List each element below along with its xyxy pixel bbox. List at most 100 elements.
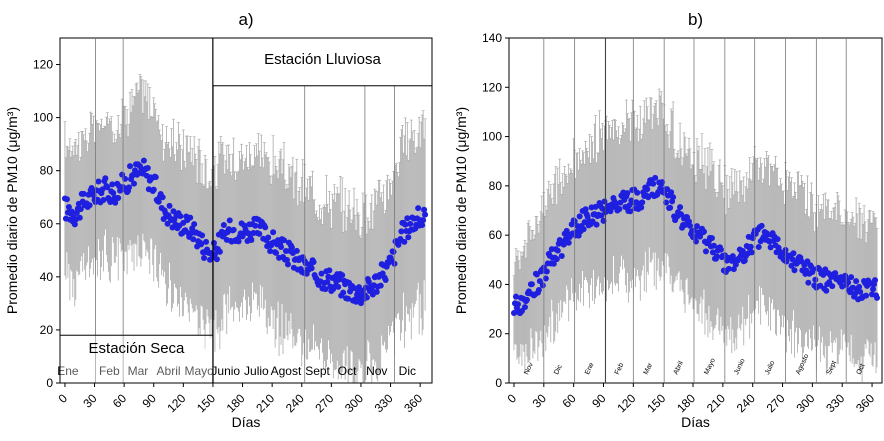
data-point	[245, 230, 252, 237]
x-tick-label: 150	[644, 391, 668, 415]
data-point	[634, 189, 641, 196]
data-point	[322, 286, 329, 293]
y-axis-label: Promedio diario de PM10 (μg/m³)	[4, 107, 20, 314]
x-tick-label: 120	[164, 391, 188, 415]
data-point	[565, 239, 572, 246]
month-label: Dic	[553, 363, 564, 376]
month-label: Feb	[99, 364, 120, 378]
data-point	[741, 257, 748, 264]
y-tick-label: 0	[495, 376, 502, 390]
data-point	[284, 261, 291, 268]
month-label: Oct	[338, 364, 357, 378]
data-point	[86, 202, 93, 209]
data-point	[191, 221, 198, 228]
month-label: Julio	[764, 360, 776, 376]
data-point	[598, 212, 605, 219]
month-label: Agost	[271, 364, 302, 378]
data-point	[336, 276, 343, 283]
data-point	[528, 281, 535, 288]
data-point	[717, 246, 724, 253]
data-point	[210, 240, 217, 247]
data-point	[582, 206, 589, 213]
x-tick-label: 240	[283, 391, 307, 415]
data-point	[533, 271, 540, 278]
wet-season-box	[212, 37, 433, 87]
data-point	[256, 230, 263, 237]
data-point	[308, 265, 315, 272]
data-point	[76, 214, 83, 221]
data-point	[702, 248, 709, 255]
data-point	[109, 181, 116, 188]
data-point	[659, 179, 666, 186]
y-tick-label: 140	[482, 31, 502, 45]
data-point	[616, 206, 623, 213]
data-point	[767, 244, 774, 251]
data-point	[190, 236, 197, 243]
data-point	[845, 279, 852, 286]
data-point	[112, 199, 119, 206]
x-tick-label: 0	[55, 391, 70, 406]
data-point	[159, 194, 166, 201]
data-point	[150, 186, 157, 193]
data-point	[401, 238, 408, 245]
data-point	[187, 214, 194, 221]
y-tick-label: 20	[489, 327, 503, 341]
data-point	[535, 287, 542, 294]
data-point	[514, 301, 521, 308]
data-point	[730, 266, 737, 273]
month-label: Agosto	[795, 353, 811, 376]
x-axis-label: Días	[232, 414, 261, 430]
month-label: Nov	[366, 364, 387, 378]
x-tick-label: 0	[504, 391, 519, 406]
y-axis-label: Promedio diario de PM10 (μg/m³)	[453, 107, 469, 314]
data-point	[354, 288, 361, 295]
data-point	[788, 262, 795, 269]
data-point	[832, 270, 839, 277]
y-tick-label: 120	[33, 58, 53, 72]
x-tick-label: 240	[734, 391, 758, 415]
points-group	[61, 157, 429, 307]
data-point	[199, 232, 206, 239]
data-point	[650, 180, 657, 187]
x-tick-label: 30	[530, 391, 550, 411]
data-point	[543, 268, 550, 275]
panel-b-chart: Nov Dic Ene Feb Mar Abril Mayo Junio Julio Agosto…	[453, 10, 883, 430]
data-point	[252, 222, 259, 229]
data-point	[419, 222, 426, 229]
y-tick-label: 20	[40, 323, 54, 337]
data-point	[863, 292, 870, 299]
data-point	[693, 223, 700, 230]
x-tick-label: 30	[80, 391, 100, 411]
x-tick-label: 150	[194, 391, 218, 415]
data-point	[709, 249, 716, 256]
x-axis-label: Días	[681, 414, 710, 430]
data-point	[748, 249, 755, 256]
data-point	[216, 248, 223, 255]
data-point	[270, 229, 277, 236]
data-point	[115, 194, 122, 201]
data-point	[335, 283, 342, 290]
data-point	[318, 270, 325, 277]
data-point	[747, 243, 754, 250]
data-point	[390, 248, 397, 255]
data-point	[581, 219, 588, 226]
data-point	[539, 282, 546, 289]
month-label: Mayo	[184, 364, 214, 378]
data-point	[131, 180, 138, 187]
data-point	[774, 236, 781, 243]
data-point	[812, 276, 819, 283]
data-point	[874, 294, 881, 301]
x-tick-label: 360	[853, 391, 877, 415]
data-point	[177, 213, 184, 220]
data-point	[667, 204, 674, 211]
data-point	[791, 267, 798, 274]
data-point	[523, 296, 530, 303]
x-tick-label: 300	[342, 391, 366, 415]
data-point	[345, 295, 352, 302]
y-tick-label: 100	[482, 130, 502, 144]
x-tick-label: 210	[704, 391, 728, 415]
data-point	[652, 174, 659, 181]
data-point	[713, 253, 720, 260]
data-point	[280, 237, 287, 244]
data-point	[220, 222, 227, 229]
